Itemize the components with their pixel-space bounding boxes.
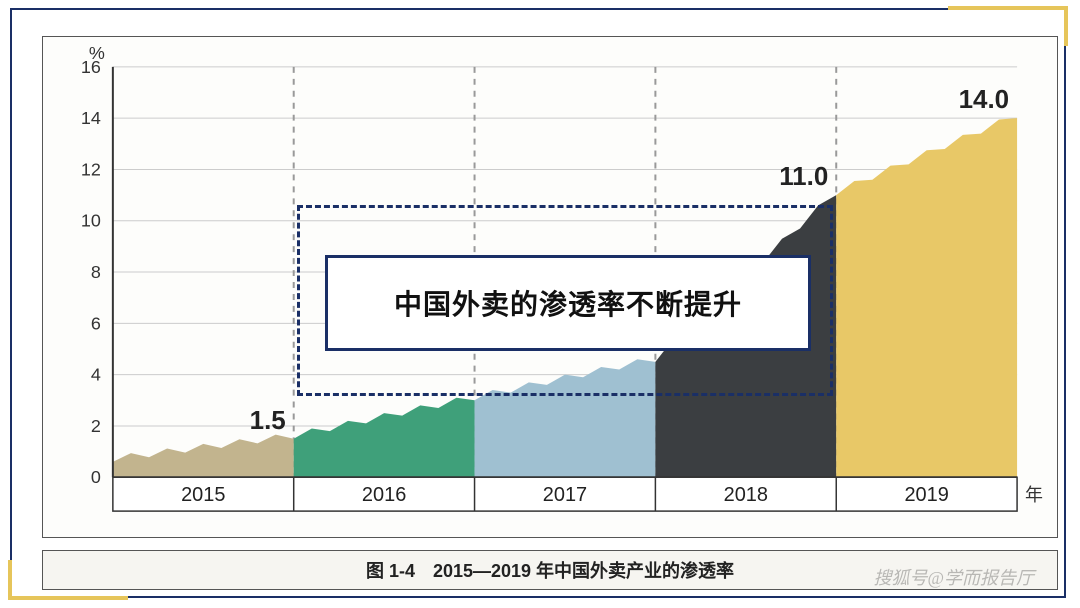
svg-text:2018: 2018	[724, 484, 768, 506]
svg-text:1.5: 1.5	[250, 407, 286, 435]
svg-text:0: 0	[91, 467, 101, 487]
accent-bottom-left	[8, 596, 128, 600]
outer-frame: 0246810121416%1.511.014.0201520162017201…	[10, 8, 1066, 598]
accent-top-right-v	[1064, 6, 1068, 46]
svg-text:6: 6	[91, 313, 101, 333]
watermark: 搜狐号@学而报告厅	[873, 564, 1034, 590]
svg-text:11.0: 11.0	[779, 163, 828, 191]
svg-text:10: 10	[81, 211, 101, 231]
svg-text:2016: 2016	[362, 484, 406, 506]
caption-text: 图 1-4 2015—2019 年中国外卖产业的渗透率	[366, 557, 734, 583]
svg-text:4: 4	[91, 365, 101, 385]
accent-bottom-left-v	[8, 560, 12, 600]
svg-text:2017: 2017	[543, 484, 587, 506]
svg-text:年: 年	[1025, 485, 1043, 505]
svg-text:2: 2	[91, 416, 101, 436]
svg-text:14.0: 14.0	[959, 86, 1009, 114]
svg-text:%: %	[89, 43, 105, 63]
overlay-text: 中国外卖的渗透率不断提升	[394, 283, 742, 323]
svg-text:14: 14	[81, 108, 101, 128]
svg-text:12: 12	[81, 159, 101, 179]
svg-text:2015: 2015	[181, 484, 225, 506]
svg-text:2019: 2019	[904, 484, 948, 506]
svg-text:8: 8	[91, 262, 101, 282]
overlay-callout: 中国外卖的渗透率不断提升	[325, 255, 811, 351]
accent-top-right	[948, 6, 1068, 10]
